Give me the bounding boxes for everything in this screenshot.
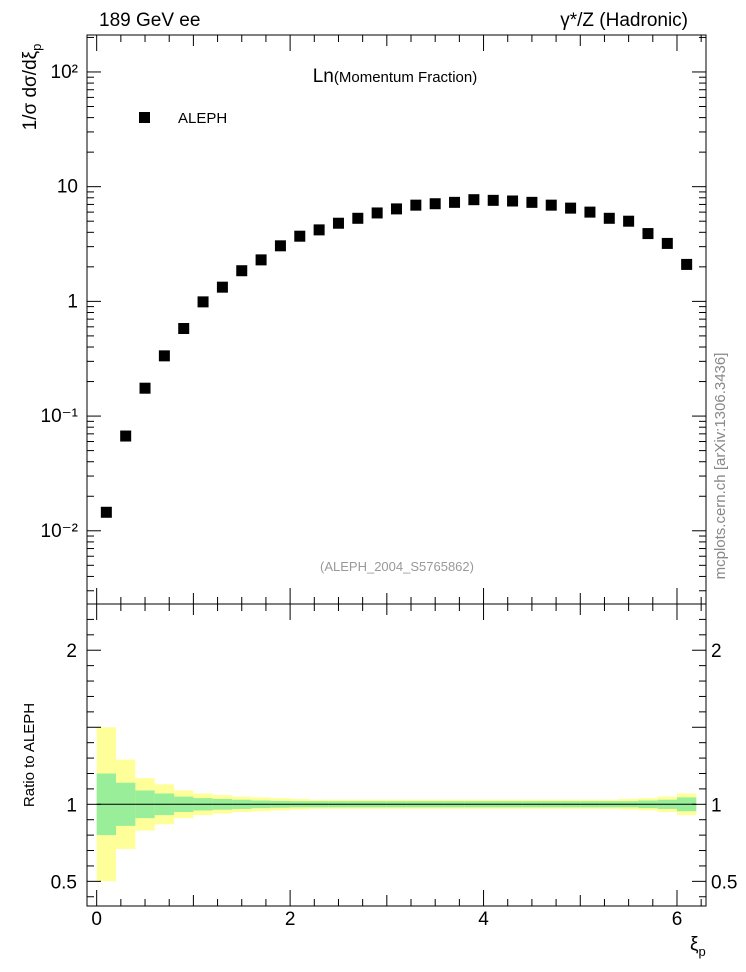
data-point xyxy=(120,430,132,442)
data-point xyxy=(545,199,557,211)
ratio-y-tick-label: 2 xyxy=(66,641,77,662)
x-axis-label: ξp xyxy=(690,934,706,959)
ratio-plot-frame xyxy=(86,603,707,907)
ratio-panel: 0.5 0.5 1 1 2 2 0 2 4 6 Ratio to ALEPH ξp xyxy=(21,603,737,959)
data-point xyxy=(332,217,344,229)
data-point xyxy=(661,237,673,249)
legend-marker xyxy=(139,112,150,123)
data-point xyxy=(603,212,615,224)
data-point xyxy=(100,506,112,518)
ratio-y-tick-label: 1 xyxy=(66,795,77,816)
data-point xyxy=(565,202,577,214)
data-point xyxy=(468,194,480,206)
ratio-y-tick-label-right: 1 xyxy=(711,795,722,816)
x-tick-label: 4 xyxy=(478,909,489,930)
data-point xyxy=(642,228,654,240)
x-tick-label: 2 xyxy=(285,909,296,930)
ratio-axis-ticks: 0.5 0.5 1 1 2 2 0 2 4 6 xyxy=(51,604,737,930)
main-y-tick-label: 10⁻² xyxy=(41,521,79,542)
ratio-y-tick-label-right: 2 xyxy=(711,641,722,662)
process-label: γ*/Z (Hadronic) xyxy=(560,10,688,31)
data-point xyxy=(371,207,383,219)
main-panel: 10⁻² 10⁻¹ 1 10 10² Ln(Momentum Fraction) ALE… xyxy=(20,34,707,605)
x-tick-label: 0 xyxy=(91,909,102,930)
data-point xyxy=(507,195,519,207)
plot-title: Ln(Momentum Fraction) xyxy=(313,66,478,87)
energy-label: 189 GeV ee xyxy=(99,10,200,31)
data-point xyxy=(255,254,267,266)
data-point xyxy=(623,215,635,227)
data-point xyxy=(352,212,364,224)
data-point xyxy=(449,196,461,208)
data-point xyxy=(158,350,170,362)
data-point xyxy=(178,323,190,335)
main-y-tick-label: 10⁻¹ xyxy=(41,406,79,427)
data-point xyxy=(681,258,693,270)
data-point xyxy=(526,196,538,208)
main-y-axis-label: 1/σ dσ/dξp xyxy=(20,44,44,131)
ratio-y-tick-label-right: 0.5 xyxy=(711,872,737,893)
data-point xyxy=(313,224,325,236)
data-point xyxy=(139,382,151,394)
main-axis-ticks: 10⁻² 10⁻¹ 1 10 10² xyxy=(41,35,706,604)
data-point xyxy=(584,206,596,218)
data-point xyxy=(429,198,441,210)
main-y-tick-label: 10² xyxy=(51,62,78,83)
legend-label: ALEPH xyxy=(178,110,227,127)
main-y-tick-label: 1 xyxy=(67,291,78,312)
aleph-data-points xyxy=(100,194,693,518)
data-point xyxy=(216,281,228,293)
mcplots-watermark: mcplots.cern.ch [arXiv:1306.3436] xyxy=(712,353,729,580)
x-tick-label: 6 xyxy=(672,909,683,930)
data-point xyxy=(391,203,402,215)
ratio-y-axis-label: Ratio to ALEPH xyxy=(21,703,38,807)
analysis-tag: (ALEPH_2004_S5765862) xyxy=(320,559,474,574)
data-point xyxy=(197,296,209,308)
data-point xyxy=(236,265,248,277)
data-point xyxy=(294,230,306,242)
data-point xyxy=(274,240,286,252)
main-y-tick-label: 10 xyxy=(57,177,78,198)
ratio-y-tick-label: 0.5 xyxy=(51,872,77,893)
data-point xyxy=(487,194,499,206)
data-point xyxy=(410,199,422,211)
